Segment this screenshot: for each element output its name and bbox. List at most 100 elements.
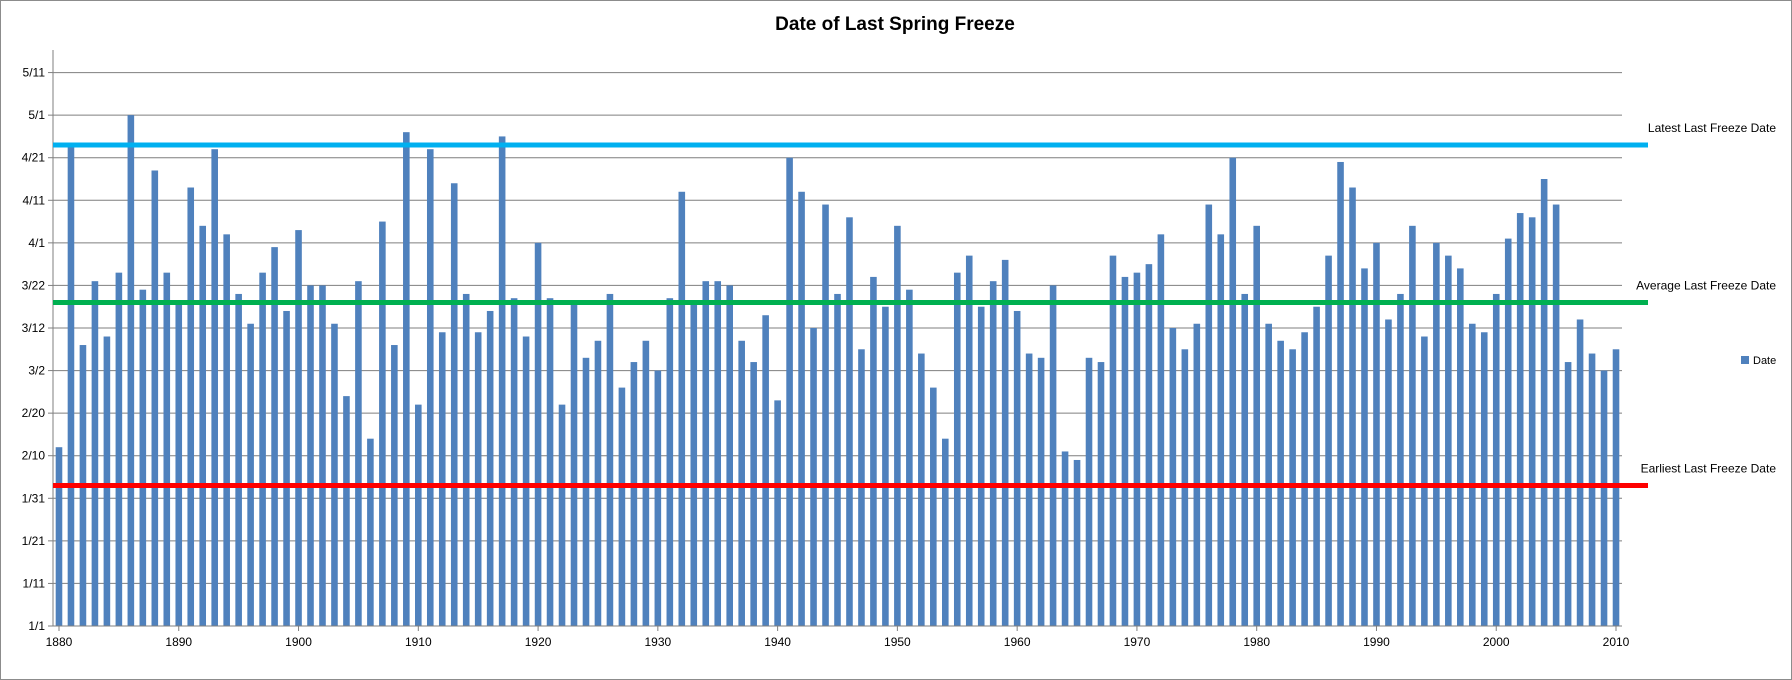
bar xyxy=(1457,268,1464,626)
x-tick-label: 1950 xyxy=(884,635,911,649)
bar xyxy=(1085,357,1093,626)
y-tick-label: 4/21 xyxy=(22,151,46,165)
bar xyxy=(606,293,614,626)
bar xyxy=(163,272,171,626)
bar xyxy=(618,387,626,626)
average-last-freeze-date-label: Average Last Freeze Date xyxy=(1636,278,1776,292)
x-tick-label: 1910 xyxy=(405,635,432,649)
bar xyxy=(355,281,362,626)
bar xyxy=(367,438,374,626)
bar xyxy=(1600,370,1608,626)
bar xyxy=(630,362,638,626)
bar xyxy=(235,293,242,626)
bar xyxy=(1373,242,1380,626)
bar xyxy=(1025,353,1033,626)
y-tick-label: 3/2 xyxy=(28,364,45,378)
earliest-last-freeze-date-label: Earliest Last Freeze Date xyxy=(1641,462,1777,476)
bar xyxy=(1265,323,1272,626)
bar xyxy=(989,281,997,626)
bar xyxy=(1516,213,1524,627)
bar xyxy=(1121,276,1129,626)
bar xyxy=(690,302,698,626)
bar xyxy=(1109,255,1117,626)
bar xyxy=(1445,255,1452,626)
bar xyxy=(403,132,410,626)
x-tick-label: 1980 xyxy=(1243,635,1270,649)
x-tick-label: 1900 xyxy=(285,635,312,649)
x-tick-label: 1940 xyxy=(764,635,791,649)
bar xyxy=(331,323,338,626)
bar xyxy=(786,157,793,626)
y-tick-label: 2/20 xyxy=(22,406,46,420)
bar xyxy=(1588,353,1596,626)
bar xyxy=(223,234,230,627)
bar xyxy=(319,285,326,626)
bar xyxy=(546,298,554,626)
y-tick-label: 2/10 xyxy=(22,449,46,463)
y-tick-label: 5/11 xyxy=(23,66,46,80)
bar xyxy=(1229,157,1237,626)
bar xyxy=(1241,293,1249,626)
x-tick-label: 2000 xyxy=(1483,635,1510,649)
bar xyxy=(139,289,147,626)
y-tick-label: 3/22 xyxy=(22,278,46,292)
bar xyxy=(1337,161,1344,626)
bar xyxy=(498,136,506,626)
x-tick-label: 1960 xyxy=(1004,635,1031,649)
bar xyxy=(1480,332,1488,626)
y-tick-label: 1/11 xyxy=(23,576,46,590)
bar xyxy=(1504,238,1512,626)
y-tick-label: 3/12 xyxy=(22,321,46,335)
bar xyxy=(91,281,99,626)
bar xyxy=(271,247,278,626)
axes: 1/1 1/11 1/21 1/31 2/10 2/20 3/2 3/12 3/22 4/1 4/1… xyxy=(22,50,1630,649)
bar xyxy=(1385,319,1392,626)
bar xyxy=(1325,255,1332,626)
bar xyxy=(211,149,218,626)
bar xyxy=(343,396,350,626)
bar xyxy=(1133,272,1141,626)
bar xyxy=(199,225,207,627)
bar xyxy=(307,285,314,626)
bar xyxy=(259,272,266,626)
bar xyxy=(1013,310,1021,626)
bar xyxy=(977,306,985,626)
bar xyxy=(127,115,135,627)
bar xyxy=(1313,306,1320,626)
bar xyxy=(1097,362,1105,626)
bar xyxy=(379,221,386,627)
bar xyxy=(942,438,949,626)
bar xyxy=(1433,242,1440,626)
legend-label: Date xyxy=(1753,355,1776,367)
bar xyxy=(1205,204,1213,627)
bar xyxy=(834,293,841,626)
bar xyxy=(1349,187,1356,626)
bar xyxy=(654,370,662,626)
bar xyxy=(558,404,566,626)
bar xyxy=(1049,285,1057,626)
bar xyxy=(486,310,494,626)
bar xyxy=(1145,264,1153,626)
bar xyxy=(283,310,290,626)
bar xyxy=(822,204,829,627)
latest-last-freeze-date-label: Latest Last Freeze Date xyxy=(1648,121,1776,135)
bar xyxy=(247,323,254,626)
bar xyxy=(103,336,111,626)
y-tick-label: 5/1 xyxy=(28,108,45,122)
bar xyxy=(678,191,686,626)
reference-lines: Latest Last Freeze Date Average Last Free… xyxy=(53,121,1777,489)
bar xyxy=(1397,293,1404,626)
bar xyxy=(151,170,159,626)
bar xyxy=(570,302,578,626)
bar xyxy=(1193,323,1201,626)
bar xyxy=(438,332,446,626)
bar xyxy=(930,387,937,626)
x-tick-label: 1930 xyxy=(644,635,671,649)
bar xyxy=(1421,336,1428,626)
bar xyxy=(522,336,530,626)
bar xyxy=(415,404,422,626)
bar xyxy=(67,144,75,626)
bar xyxy=(1540,179,1548,626)
bar xyxy=(810,328,817,626)
